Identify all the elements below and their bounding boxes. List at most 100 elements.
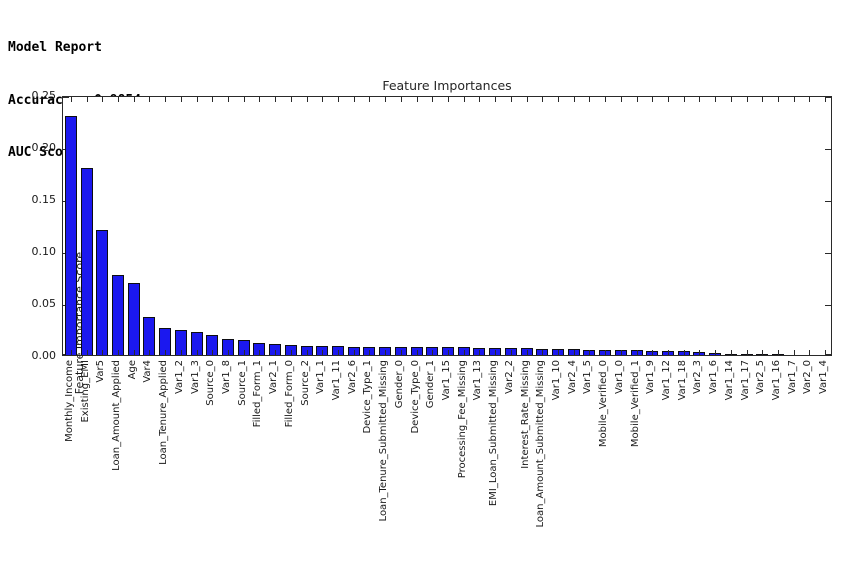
x-tick bbox=[244, 97, 245, 102]
y-tick bbox=[825, 149, 831, 150]
x-tick bbox=[637, 350, 638, 355]
x-tick bbox=[778, 350, 779, 355]
x-tick bbox=[605, 350, 606, 355]
x-tick bbox=[542, 350, 543, 355]
bar bbox=[112, 275, 124, 355]
x-tick bbox=[558, 350, 559, 355]
x-tick bbox=[464, 97, 465, 102]
x-tick-label: Var1_1 bbox=[315, 360, 326, 395]
x-tick-label: Loan_Amount_Applied bbox=[111, 360, 122, 471]
x-tick bbox=[432, 97, 433, 102]
x-tick-label: Var1_0 bbox=[614, 360, 625, 395]
x-tick bbox=[87, 350, 88, 355]
x-tick-label: Var2_3 bbox=[692, 360, 703, 395]
x-tick bbox=[448, 97, 449, 102]
y-tick-label: 0.20 bbox=[31, 141, 57, 154]
x-tick bbox=[212, 350, 213, 355]
x-tick bbox=[605, 97, 606, 102]
x-tick bbox=[495, 350, 496, 355]
x-tick-label: Processing_Fee_Missing bbox=[457, 360, 468, 479]
x-tick bbox=[338, 350, 339, 355]
x-tick bbox=[558, 97, 559, 102]
x-tick-label: Gender_1 bbox=[425, 360, 436, 409]
x-tick bbox=[291, 350, 292, 355]
x-tick-label: Loan_Tenure_Submitted_Missing bbox=[378, 360, 389, 522]
x-tick-label: Monthly_Income bbox=[64, 360, 75, 442]
bar bbox=[81, 168, 93, 355]
y-tick bbox=[63, 97, 69, 98]
x-tick bbox=[401, 350, 402, 355]
x-tick-label: Var1_6 bbox=[708, 360, 719, 395]
x-tick-label: Var1_15 bbox=[441, 360, 452, 401]
x-tick bbox=[731, 350, 732, 355]
x-tick-label: Var2_5 bbox=[755, 360, 766, 395]
x-tick-label: Var1_14 bbox=[724, 360, 735, 401]
x-tick bbox=[762, 350, 763, 355]
x-tick bbox=[118, 350, 119, 355]
x-tick-label: Var1_13 bbox=[472, 360, 483, 401]
bar bbox=[206, 335, 218, 355]
x-tick bbox=[621, 350, 622, 355]
x-tick bbox=[448, 350, 449, 355]
x-tick-label: Var2_6 bbox=[347, 360, 358, 395]
x-tick bbox=[87, 97, 88, 102]
plot-area: Feature Importance Score bbox=[62, 96, 832, 394]
x-tick bbox=[778, 97, 779, 102]
x-tick-label: Var5 bbox=[95, 360, 106, 383]
x-tick-label: Var1_16 bbox=[771, 360, 782, 401]
x-tick bbox=[385, 350, 386, 355]
x-tick bbox=[464, 350, 465, 355]
x-tick bbox=[825, 350, 826, 355]
bar bbox=[128, 283, 140, 355]
x-tick-label: EMI_Loan_Submitted_Missing bbox=[488, 360, 499, 507]
x-tick bbox=[527, 97, 528, 102]
x-tick-label: Filled_Form_0 bbox=[284, 360, 295, 428]
x-tick-label: Var4 bbox=[142, 360, 153, 383]
x-tick bbox=[118, 97, 119, 102]
x-tick bbox=[652, 97, 653, 102]
x-tick bbox=[809, 97, 810, 102]
x-tick-label: Filled_Form_1 bbox=[252, 360, 263, 428]
x-tick bbox=[259, 97, 260, 102]
x-tick-label: Var2_4 bbox=[567, 360, 578, 395]
x-tick-label: Existing_EMI bbox=[80, 360, 91, 423]
x-tick bbox=[228, 350, 229, 355]
x-tick bbox=[747, 350, 748, 355]
x-tick bbox=[511, 350, 512, 355]
x-tick bbox=[762, 97, 763, 102]
chart-title: Feature Importances bbox=[382, 78, 512, 93]
x-tick-label: Interest_Rate_Missing bbox=[520, 360, 531, 469]
x-tick bbox=[495, 97, 496, 102]
x-tick bbox=[338, 97, 339, 102]
x-tick bbox=[369, 350, 370, 355]
x-tick bbox=[684, 97, 685, 102]
x-tick bbox=[668, 350, 669, 355]
x-tick bbox=[401, 97, 402, 102]
x-tick-label: Var1_12 bbox=[661, 360, 672, 401]
x-tick bbox=[731, 97, 732, 102]
x-tick bbox=[542, 97, 543, 102]
x-tick-label: Mobile_Verified_0 bbox=[598, 360, 609, 448]
x-tick bbox=[149, 97, 150, 102]
bar bbox=[159, 328, 171, 355]
y-tick bbox=[825, 97, 831, 98]
x-tick bbox=[322, 350, 323, 355]
x-tick bbox=[354, 97, 355, 102]
x-tick bbox=[479, 97, 480, 102]
bar bbox=[269, 344, 281, 355]
x-tick bbox=[621, 97, 622, 102]
x-tick bbox=[699, 350, 700, 355]
bar bbox=[143, 317, 155, 355]
x-tick bbox=[275, 350, 276, 355]
y-tick bbox=[825, 305, 831, 306]
x-tick bbox=[574, 350, 575, 355]
x-tick bbox=[212, 97, 213, 102]
x-tick bbox=[354, 350, 355, 355]
report-title: Model Report bbox=[8, 40, 102, 55]
x-tick bbox=[668, 97, 669, 102]
y-tick-label: 0.10 bbox=[31, 245, 57, 258]
x-tick bbox=[291, 97, 292, 102]
x-tick bbox=[244, 350, 245, 355]
x-tick bbox=[699, 97, 700, 102]
x-tick bbox=[715, 350, 716, 355]
